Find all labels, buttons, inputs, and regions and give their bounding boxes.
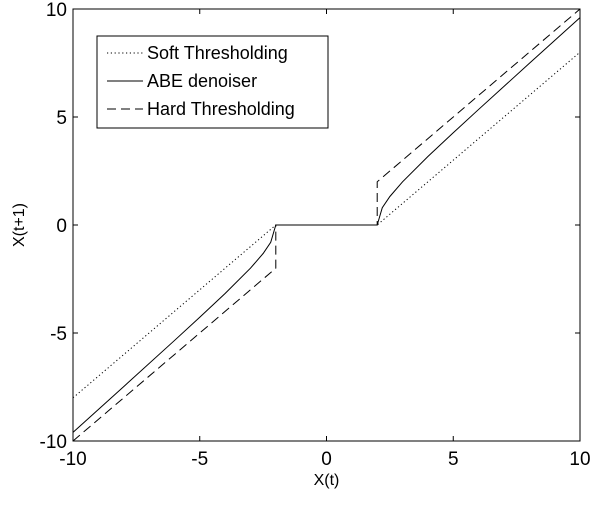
legend-label: ABE denoiser	[147, 71, 257, 91]
series-layer	[72, 8, 581, 442]
x-tick-label: -5	[191, 449, 208, 470]
y-tick-label: 0	[56, 216, 67, 237]
y-tick-label: 10	[46, 0, 67, 21]
series-line-soft-thresholding	[72, 51, 581, 399]
axis-ticks: -10 -5 0 5 10 -10 -5 0 5 10	[40, 0, 591, 470]
y-tick-label: -10	[40, 432, 67, 453]
legend: Soft Thresholding ABE denoiser Hard Thresh…	[96, 35, 329, 129]
x-axis-label: X(t)	[314, 472, 340, 489]
x-tick-label: 10	[569, 449, 590, 470]
y-tick-label: -5	[50, 324, 67, 345]
legend-label: Hard Thresholding	[147, 99, 295, 119]
legend-label: Soft Thresholding	[147, 43, 288, 63]
x-tick-label: -10	[59, 449, 86, 470]
y-axis-label: X(t+1)	[11, 203, 28, 247]
legend-box	[96, 35, 329, 129]
series-line-hard-thresholding	[72, 8, 581, 442]
y-tick-label: 5	[56, 108, 67, 129]
x-tick-label: 0	[321, 449, 332, 470]
x-tick-label: 5	[448, 449, 459, 470]
series-line-abe-denoiser	[72, 17, 581, 433]
